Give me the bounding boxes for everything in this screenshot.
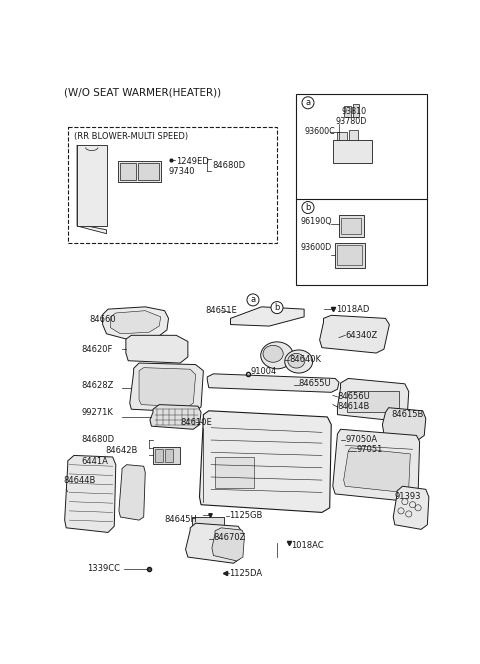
Text: 91393: 91393: [395, 491, 421, 501]
Ellipse shape: [285, 350, 312, 373]
Text: 84614B: 84614B: [337, 402, 370, 411]
Text: 93600C: 93600C: [304, 127, 335, 136]
Polygon shape: [77, 145, 107, 234]
Bar: [153, 447, 180, 464]
Bar: [341, 218, 361, 234]
Text: 1018AC: 1018AC: [291, 541, 324, 550]
Bar: [347, 390, 399, 412]
Text: 93810: 93810: [341, 108, 366, 116]
Polygon shape: [230, 307, 304, 326]
Polygon shape: [200, 411, 331, 513]
Text: 84680D: 84680D: [82, 435, 115, 444]
Polygon shape: [337, 378, 409, 422]
Text: b: b: [274, 303, 280, 312]
Text: 84642B: 84642B: [105, 446, 137, 456]
Text: 96190Q: 96190Q: [300, 216, 332, 226]
Text: 84656U: 84656U: [337, 392, 370, 401]
Bar: [349, 129, 359, 139]
Bar: [337, 245, 362, 265]
Bar: [215, 457, 254, 488]
Bar: [337, 132, 347, 139]
Polygon shape: [186, 523, 242, 563]
Text: 1018AD: 1018AD: [336, 305, 369, 314]
Polygon shape: [119, 465, 145, 520]
Text: 1339CC: 1339CC: [87, 564, 120, 573]
Text: 1125GB: 1125GB: [229, 511, 263, 520]
Text: 84615B: 84615B: [392, 410, 424, 419]
Polygon shape: [383, 408, 426, 440]
Text: 84651E: 84651E: [206, 306, 238, 315]
Text: 97340: 97340: [168, 167, 195, 176]
Ellipse shape: [261, 342, 293, 369]
Text: 84644B: 84644B: [64, 476, 96, 485]
Polygon shape: [150, 404, 201, 429]
Text: a: a: [251, 295, 255, 304]
Polygon shape: [333, 429, 420, 501]
Text: 84628Z: 84628Z: [82, 380, 114, 390]
Text: 6441A: 6441A: [82, 457, 108, 466]
Bar: [335, 243, 365, 268]
Text: 1125DA: 1125DA: [229, 568, 262, 578]
Ellipse shape: [263, 345, 283, 363]
Bar: [77, 145, 107, 226]
Polygon shape: [65, 456, 116, 533]
Text: 91004: 91004: [251, 367, 277, 376]
Bar: [353, 104, 359, 117]
Bar: [118, 161, 161, 182]
Text: 84655U: 84655U: [299, 379, 331, 388]
Bar: [333, 139, 372, 163]
Text: 84640K: 84640K: [289, 355, 322, 364]
Text: 84610E: 84610E: [180, 418, 212, 427]
Text: 84660: 84660: [89, 315, 116, 324]
Bar: [296, 94, 427, 284]
Text: 97051: 97051: [356, 446, 383, 454]
Bar: [120, 163, 136, 180]
Polygon shape: [103, 307, 168, 340]
Text: b: b: [305, 203, 311, 212]
Text: 64340Z: 64340Z: [345, 331, 377, 340]
Bar: [192, 517, 224, 540]
Text: 93600D: 93600D: [300, 243, 332, 252]
Text: (RR BLOWER-MULTI SPEED): (RR BLOWER-MULTI SPEED): [74, 132, 188, 141]
Polygon shape: [320, 315, 389, 353]
Bar: [156, 450, 163, 461]
Bar: [137, 163, 159, 180]
Polygon shape: [139, 368, 196, 407]
Text: (W/O SEAT WARMER(HEATER)): (W/O SEAT WARMER(HEATER)): [64, 88, 221, 98]
Text: 84670Z: 84670Z: [214, 533, 246, 542]
Polygon shape: [344, 448, 410, 493]
Ellipse shape: [288, 353, 305, 368]
Polygon shape: [393, 486, 429, 529]
Polygon shape: [212, 528, 244, 561]
Text: 97050A: 97050A: [345, 435, 377, 444]
Text: 84645H: 84645H: [165, 515, 197, 524]
Bar: [339, 215, 364, 237]
Text: 84680D: 84680D: [212, 161, 245, 170]
Text: 93780D: 93780D: [335, 117, 367, 125]
Polygon shape: [110, 311, 161, 334]
Text: 84620F: 84620F: [82, 345, 113, 353]
Bar: [68, 127, 277, 243]
Polygon shape: [130, 363, 204, 412]
Bar: [345, 106, 350, 117]
Bar: [166, 450, 173, 461]
Text: a: a: [305, 98, 311, 108]
Polygon shape: [207, 374, 339, 392]
Polygon shape: [126, 335, 188, 363]
Text: 1249ED: 1249ED: [176, 157, 209, 166]
Text: 99271K: 99271K: [82, 408, 114, 417]
